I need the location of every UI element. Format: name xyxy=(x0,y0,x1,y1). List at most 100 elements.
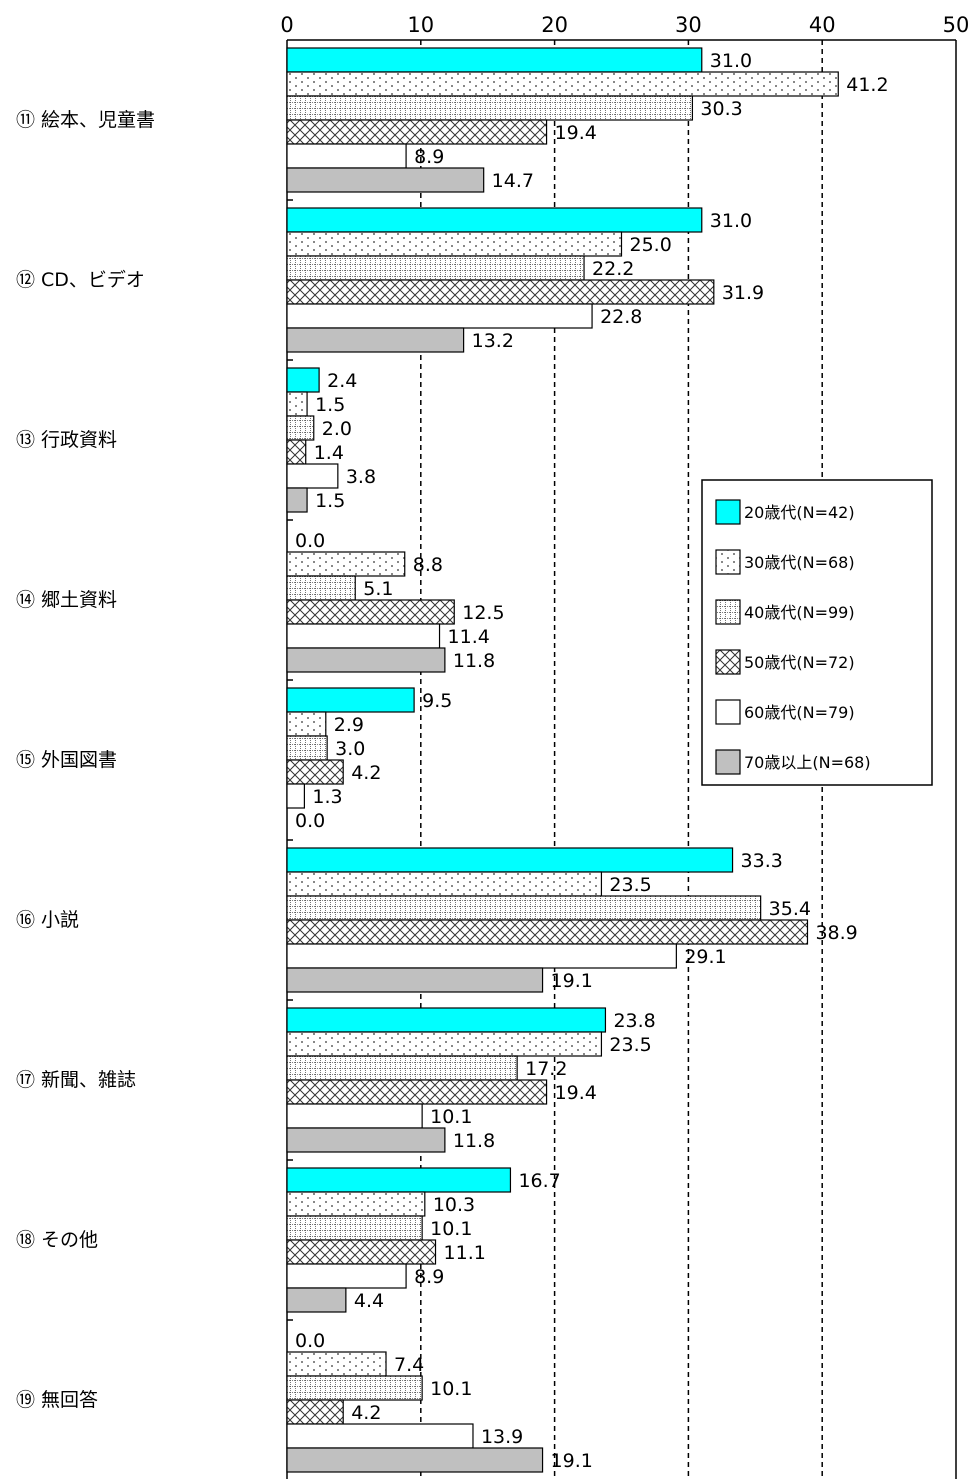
data-label-9-3: 10.1 xyxy=(430,1378,472,1400)
data-label-4-3: 5.1 xyxy=(363,578,393,600)
bar-8-1 xyxy=(286,1167,512,1193)
bar-1-6 xyxy=(286,167,485,193)
bar-5-5 xyxy=(286,783,305,809)
data-label-4-5: 11.4 xyxy=(448,626,490,648)
bar-3-4 xyxy=(286,439,307,465)
bar-1-5 xyxy=(286,143,407,169)
bar-7-5 xyxy=(286,1103,423,1129)
category-label-4: ⑭ 郷土資料 xyxy=(16,589,117,611)
bar-1-4 xyxy=(286,119,548,145)
data-label-5-4: 4.2 xyxy=(351,762,381,784)
data-label-9-1: 0.0 xyxy=(295,1330,325,1352)
bar-2-1 xyxy=(286,207,703,233)
data-label-7-2: 23.5 xyxy=(609,1034,651,1056)
bar-3-5 xyxy=(286,463,339,489)
legend-swatch-4 xyxy=(715,649,741,675)
data-label-4-1: 0.0 xyxy=(295,530,325,552)
bar-9-4 xyxy=(286,1399,344,1425)
data-label-8-3: 10.1 xyxy=(430,1218,472,1240)
bar-2-5 xyxy=(286,303,593,329)
data-label-2-3: 22.2 xyxy=(592,258,634,280)
legend-swatch-6 xyxy=(715,749,741,775)
data-label-2-5: 22.8 xyxy=(600,306,642,328)
legend-label-5: 60歳代(N=79) xyxy=(744,703,855,722)
bar-7-4 xyxy=(286,1079,548,1105)
data-label-1-6: 14.7 xyxy=(492,170,534,192)
bar-7-1 xyxy=(286,1007,607,1033)
bar-3-6 xyxy=(286,487,308,513)
data-label-3-5: 3.8 xyxy=(346,466,376,488)
data-label-3-1: 2.4 xyxy=(327,370,357,392)
bar-7-3 xyxy=(286,1055,518,1081)
data-label-7-1: 23.8 xyxy=(613,1010,655,1032)
data-label-3-6: 1.5 xyxy=(315,490,345,512)
data-label-5-2: 2.9 xyxy=(334,714,364,736)
data-label-4-4: 12.5 xyxy=(462,602,504,624)
bar-1-1 xyxy=(286,47,703,73)
bar-1-3 xyxy=(286,95,694,121)
data-label-3-3: 2.0 xyxy=(322,418,352,440)
data-label-7-6: 11.8 xyxy=(453,1130,495,1152)
bar-6-1 xyxy=(286,847,734,873)
legend-label-4: 50歳代(N=72) xyxy=(744,653,855,672)
data-label-7-5: 10.1 xyxy=(430,1106,472,1128)
data-label-6-5: 29.1 xyxy=(684,946,726,968)
bar-1-2 xyxy=(286,71,839,97)
bar-2-2 xyxy=(286,231,623,257)
data-label-3-4: 1.4 xyxy=(314,442,344,464)
data-label-8-4: 11.1 xyxy=(444,1242,486,1264)
bar-4-6 xyxy=(286,647,446,673)
bar-5-1 xyxy=(286,687,415,713)
bar-3-1 xyxy=(286,367,320,393)
data-label-8-2: 10.3 xyxy=(433,1194,475,1216)
category-label-5: ⑮ 外国図書 xyxy=(16,749,117,771)
bar-6-4 xyxy=(286,919,809,945)
data-label-5-3: 3.0 xyxy=(335,738,365,760)
x-tick-label-0: 0 xyxy=(280,13,293,37)
legend-label-3: 40歳代(N=99) xyxy=(744,603,855,622)
data-label-9-6: 19.1 xyxy=(551,1450,593,1472)
category-label-7: ⑰ 新聞、雑誌 xyxy=(16,1069,136,1091)
data-label-9-4: 4.2 xyxy=(351,1402,381,1424)
data-label-6-1: 33.3 xyxy=(741,850,783,872)
x-tick-label-40: 40 xyxy=(809,13,836,37)
x-tick-label-50: 50 xyxy=(943,13,970,37)
legend-swatch-5 xyxy=(715,699,741,725)
data-label-5-6: 0.0 xyxy=(295,810,325,832)
legend-swatch-1 xyxy=(715,499,741,525)
data-label-1-1: 31.0 xyxy=(710,50,752,72)
category-label-1: ⑪ 絵本、児童書 xyxy=(16,109,155,131)
data-label-2-4: 31.9 xyxy=(722,282,764,304)
data-label-6-3: 35.4 xyxy=(769,898,811,920)
bar-4-5 xyxy=(286,623,441,649)
data-label-2-1: 31.0 xyxy=(710,210,752,232)
data-label-7-3: 17.2 xyxy=(525,1058,567,1080)
category-label-6: ⑯ 小説 xyxy=(16,909,79,931)
bar-9-6 xyxy=(286,1447,544,1473)
bar-4-4 xyxy=(286,599,455,625)
bar-8-5 xyxy=(286,1263,407,1289)
bar-9-3 xyxy=(286,1375,423,1401)
data-label-6-4: 38.9 xyxy=(815,922,857,944)
x-tick-label-10: 10 xyxy=(407,13,434,37)
bar-8-6 xyxy=(286,1287,347,1313)
category-label-8: ⑱ その他 xyxy=(16,1229,98,1251)
bar-5-3 xyxy=(286,735,328,761)
bar-8-3 xyxy=(286,1215,423,1241)
data-label-5-5: 1.3 xyxy=(312,786,342,808)
bar-8-4 xyxy=(286,1239,437,1265)
bar-6-5 xyxy=(286,943,677,969)
data-label-8-1: 16.7 xyxy=(518,1170,560,1192)
data-label-6-6: 19.1 xyxy=(551,970,593,992)
data-label-9-5: 13.9 xyxy=(481,1426,523,1448)
bar-7-6 xyxy=(286,1127,446,1153)
bar-6-3 xyxy=(286,895,762,921)
bar-4-2 xyxy=(286,551,406,577)
data-label-1-5: 8.9 xyxy=(414,146,444,168)
data-label-2-6: 13.2 xyxy=(472,330,514,352)
data-label-1-4: 19.4 xyxy=(555,122,597,144)
bar-9-5 xyxy=(286,1423,474,1449)
category-label-3: ⑬ 行政資料 xyxy=(16,429,117,451)
legend-label-1: 20歳代(N=42) xyxy=(744,503,855,522)
